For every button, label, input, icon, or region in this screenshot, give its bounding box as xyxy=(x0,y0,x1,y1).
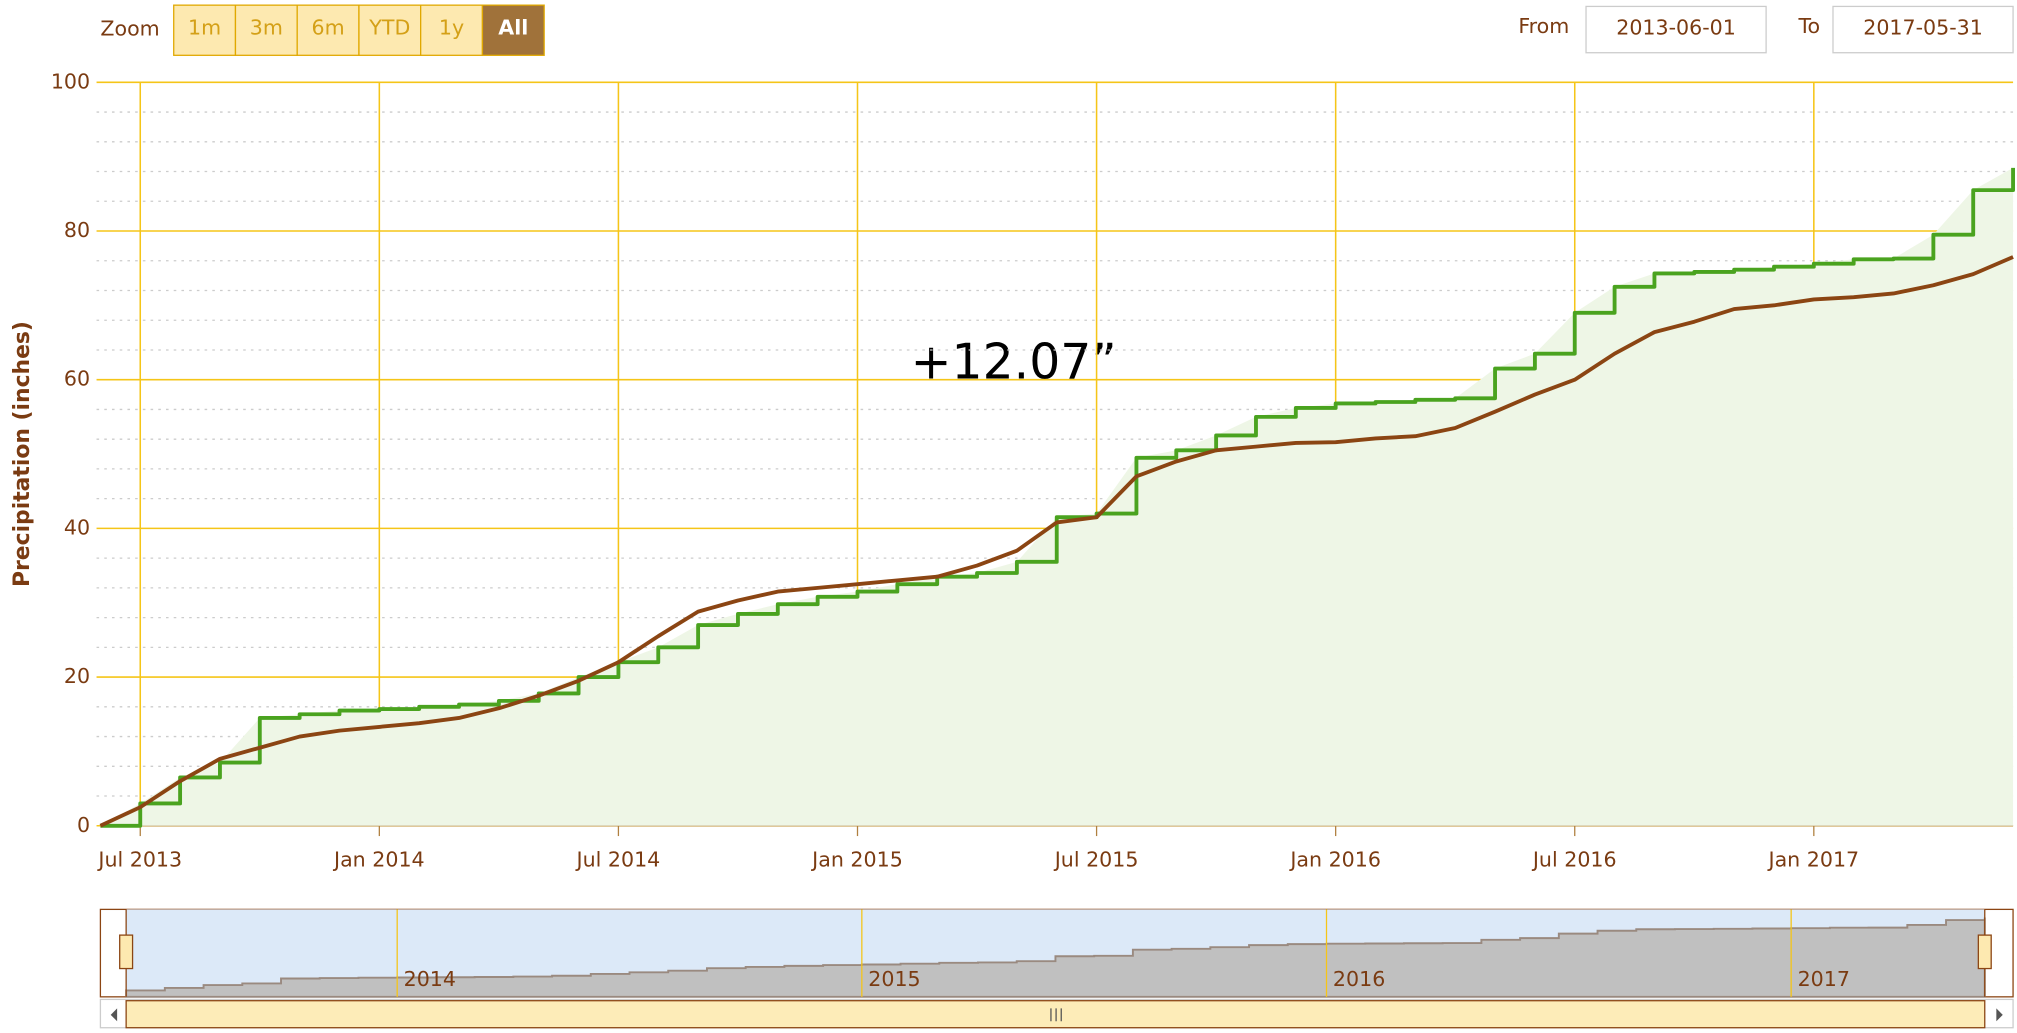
zoom-label: Zoom xyxy=(100,17,159,41)
x-tick-label: Jul 2014 xyxy=(575,848,661,872)
navigator-handle[interactable] xyxy=(1977,934,1992,970)
scroll-arrow-right[interactable] xyxy=(1996,1008,2003,1022)
x-tick-label: Jul 2013 xyxy=(96,848,182,872)
y-tick-label: 40 xyxy=(64,515,90,539)
navigator-area xyxy=(125,917,1986,998)
to-value[interactable]: 2017-05-31 xyxy=(1863,15,1983,39)
to-label: To xyxy=(1797,14,1820,38)
from-value[interactable]: 2013-06-01 xyxy=(1616,15,1736,39)
navigator-handle[interactable] xyxy=(119,934,134,970)
series-line xyxy=(99,255,2014,828)
from-label: From xyxy=(1518,14,1569,38)
navigator-label: 2016 xyxy=(1333,967,1385,991)
zoom-button[interactable] xyxy=(296,4,360,56)
annotation: +12.07” xyxy=(911,333,1117,390)
zoom-button-label[interactable]: 1m xyxy=(188,15,221,39)
y-tick-label: 60 xyxy=(64,367,90,391)
x-tick-label: Jan 2015 xyxy=(810,848,903,872)
x-tick-label: Jan 2014 xyxy=(332,848,425,872)
zoom-button[interactable] xyxy=(420,4,484,56)
y-axis-title: Precipitation (inches) xyxy=(10,321,35,587)
navigator-label: 2015 xyxy=(868,967,920,991)
y-tick-label: 0 xyxy=(77,813,90,837)
navigator-label: 2014 xyxy=(404,967,456,991)
navigator-label: 2017 xyxy=(1798,967,1850,991)
y-tick-label: 20 xyxy=(64,664,90,688)
series-line xyxy=(100,167,2015,828)
to-input[interactable] xyxy=(1832,5,2014,54)
zoom-button[interactable] xyxy=(481,4,545,56)
x-tick-label: Jan 2016 xyxy=(1288,848,1381,872)
zoom-button-label[interactable]: YTD xyxy=(368,15,410,39)
area xyxy=(100,167,2014,826)
y-tick-label: 100 xyxy=(51,69,90,93)
x-tick-label: Jul 2016 xyxy=(1531,848,1617,872)
zoom-button-label[interactable]: 3m xyxy=(250,15,283,39)
zoom-button-label[interactable]: 1y xyxy=(439,15,464,39)
from-input[interactable] xyxy=(1585,5,1767,54)
zoom-button[interactable] xyxy=(173,4,237,56)
scroll-arrow-left[interactable] xyxy=(110,1008,118,1022)
scrollbar-grip xyxy=(1050,1008,1062,1022)
x-tick-label: Jan 2017 xyxy=(1767,848,1860,872)
zoom-button-label[interactable]: 6m xyxy=(312,15,345,39)
zoom-button[interactable] xyxy=(358,4,422,56)
zoom-button-label[interactable]: All xyxy=(498,15,528,39)
y-tick-label: 80 xyxy=(64,218,90,242)
x-tick-label: Jul 2015 xyxy=(1053,848,1139,872)
